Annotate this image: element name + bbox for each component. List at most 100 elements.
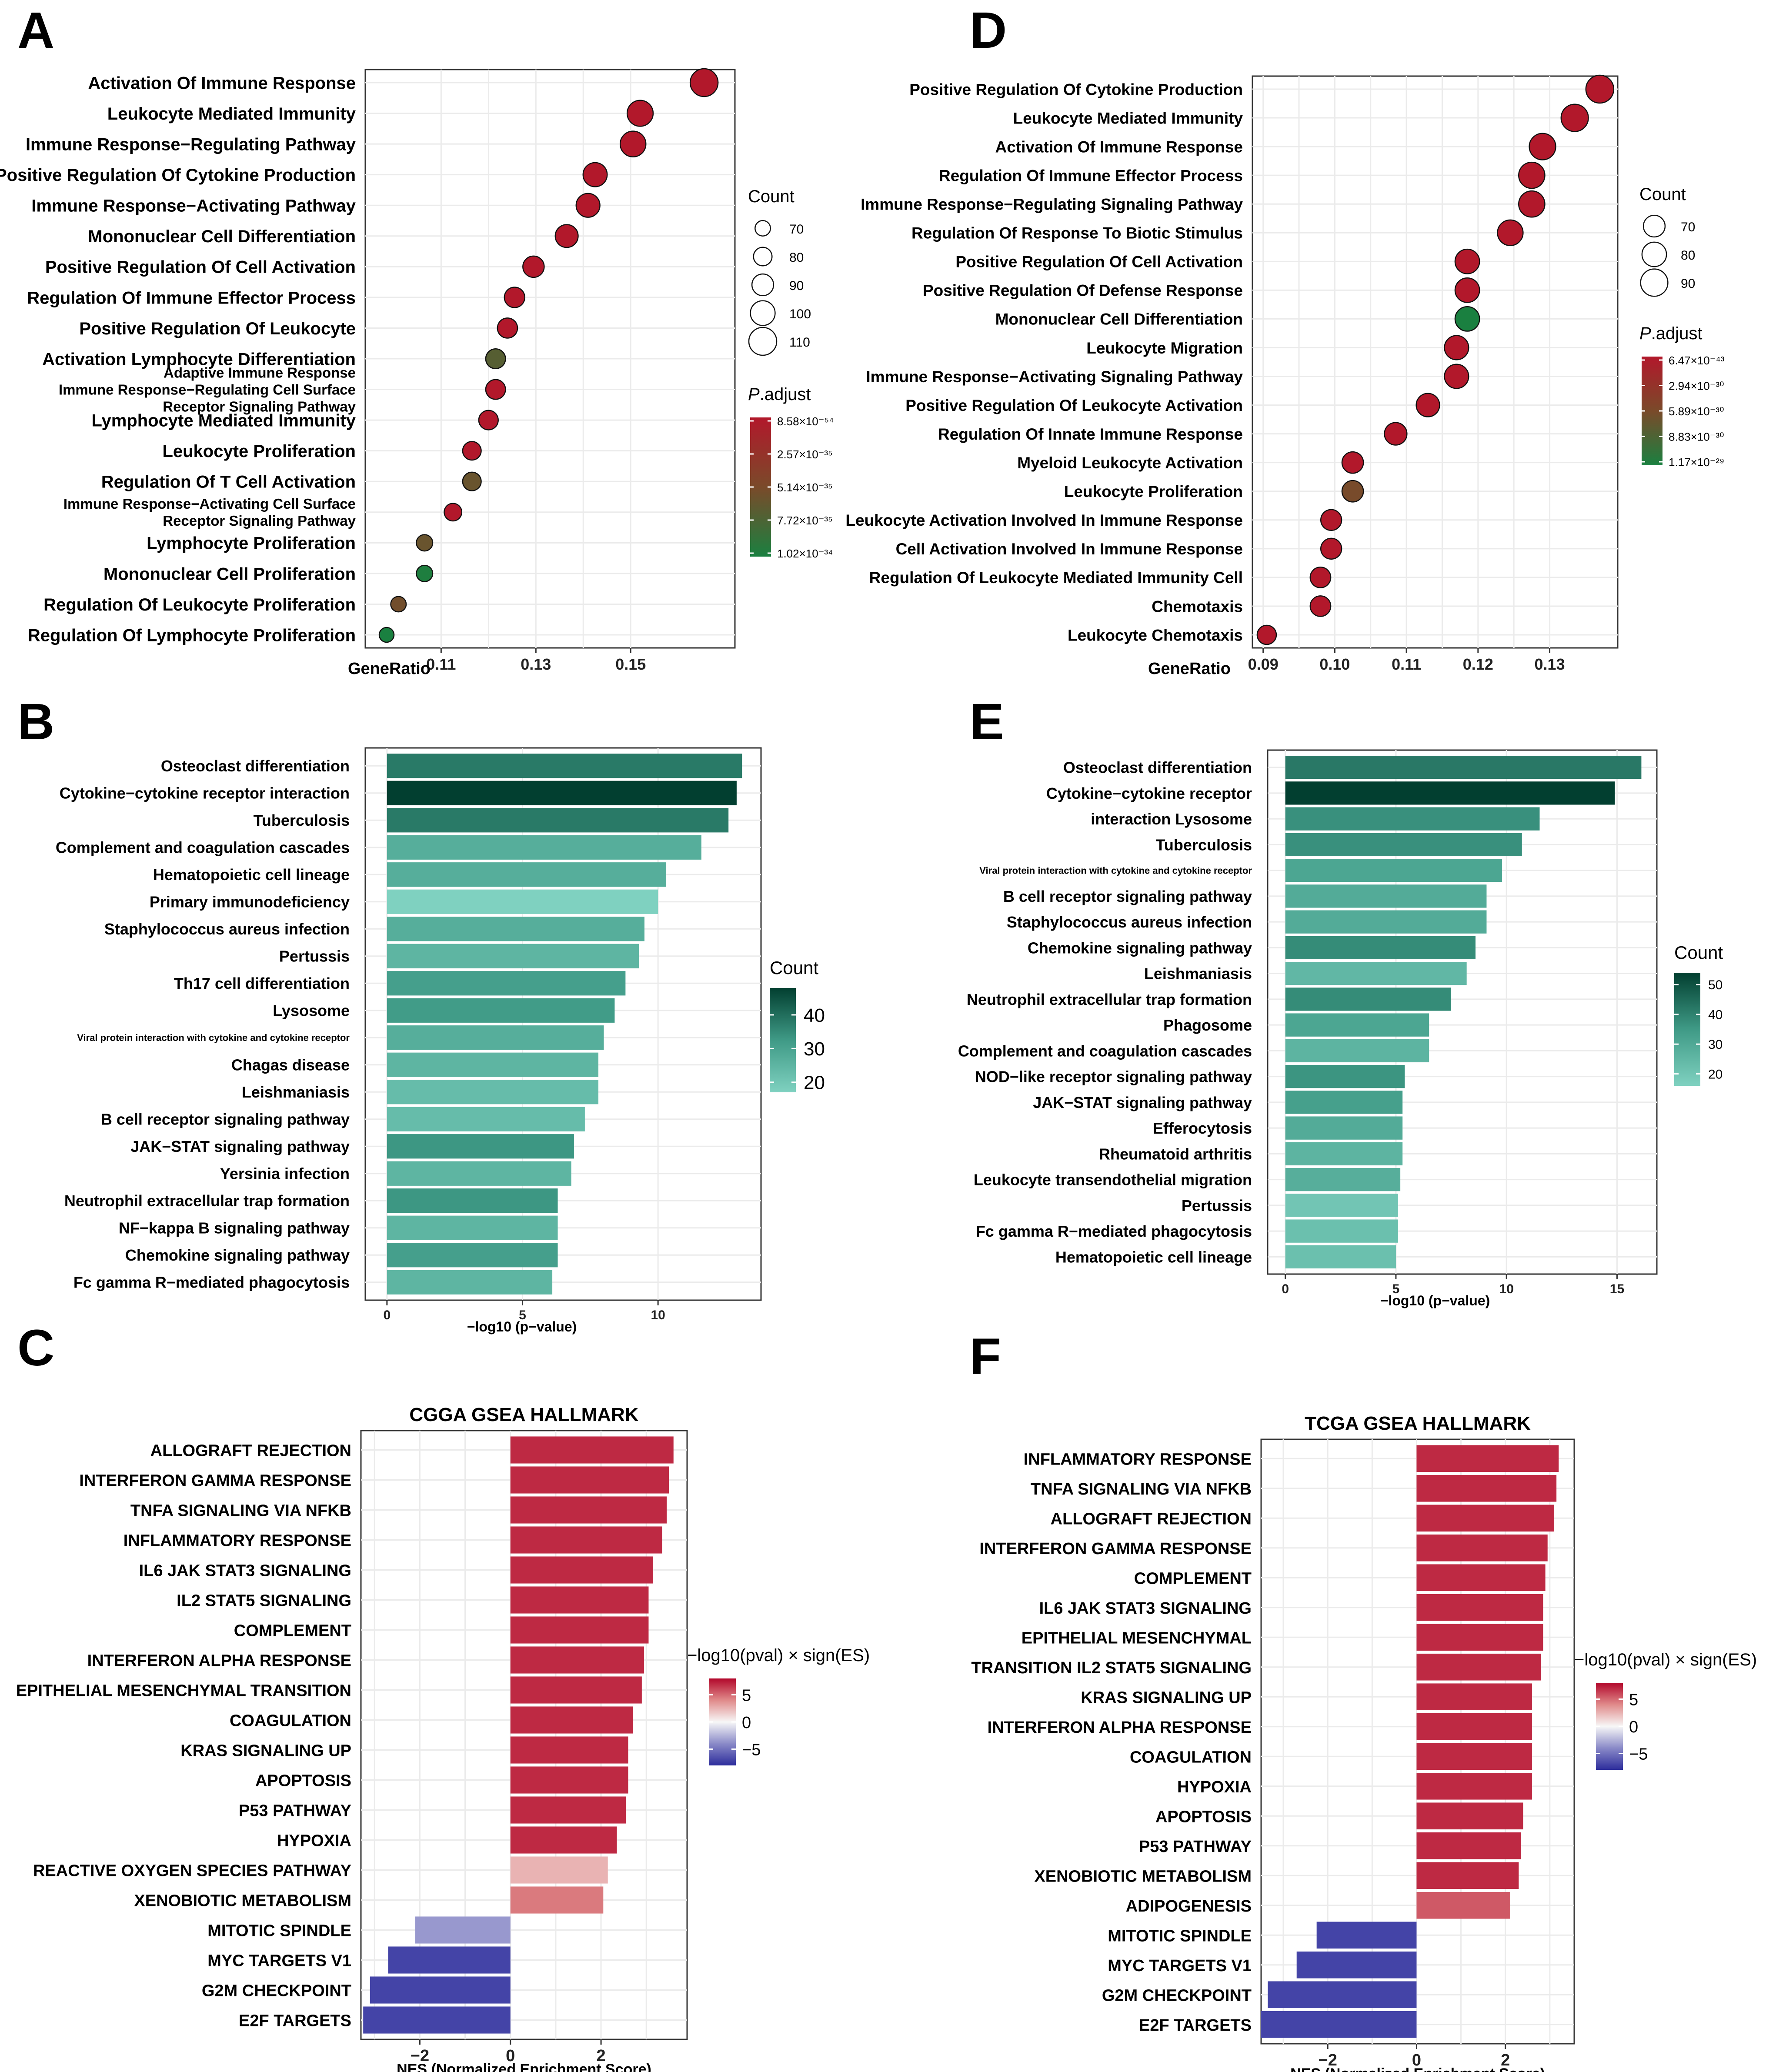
bar — [510, 1736, 628, 1764]
term-label: Activation Of Immune Response — [995, 138, 1243, 156]
bar — [387, 1188, 558, 1213]
hallmark-label: ALLOGRAFT REJECTION — [150, 1442, 351, 1460]
bar — [510, 1496, 667, 1524]
plot-panel — [1252, 75, 1619, 649]
bar — [510, 1796, 626, 1824]
data-point — [390, 596, 407, 613]
pathway-label: Fc gamma R−mediated phagocytosis — [976, 1222, 1252, 1240]
pathway-label: Chagas disease — [231, 1056, 350, 1074]
data-point — [1256, 624, 1277, 645]
data-point — [1415, 393, 1440, 417]
bar — [1416, 1594, 1543, 1621]
panel-letter-c: C — [17, 1319, 54, 1377]
bar — [387, 862, 666, 887]
data-point — [1309, 567, 1332, 588]
size-legend-key — [1642, 214, 1666, 238]
bar — [1285, 1168, 1401, 1191]
bar — [387, 1052, 599, 1077]
x-tick-label: 0.13 — [521, 655, 551, 673]
data-point — [575, 193, 601, 218]
bar — [1285, 988, 1452, 1011]
bar — [1416, 1862, 1519, 1889]
bar — [1416, 1534, 1548, 1562]
color-legend-label: 5.14×10⁻³⁵ — [777, 481, 833, 494]
panel-d-dotplot: Positive Regulation Of Cytokine Producti… — [845, 74, 1725, 678]
color-legend-label: 5 — [742, 1687, 751, 1705]
term-label: Positive Regulation Of Cytokine Producti… — [909, 80, 1243, 98]
color-legend-label: 1.17×10⁻²⁹ — [1669, 456, 1724, 469]
bar — [1285, 781, 1615, 805]
x-tick-label: 0.12 — [1463, 655, 1493, 673]
hallmark-label: TRANSITION IL2 STAT5 SIGNALING — [971, 1659, 1252, 1677]
hallmark-label: KRAS SIGNALING UP — [1081, 1688, 1252, 1707]
bar — [1285, 1064, 1405, 1088]
bar — [1285, 1245, 1396, 1269]
x-tick-label: 0.09 — [1248, 655, 1279, 673]
data-point — [1341, 451, 1364, 474]
pathway-label: Fc gamma R−mediated phagocytosis — [73, 1274, 350, 1291]
hallmark-label: E2F TARGETS — [239, 2012, 351, 2030]
term-label: Leukocyte Migration — [1086, 339, 1243, 357]
x-tick-label: −2 — [411, 2047, 429, 2065]
bar — [387, 917, 644, 941]
color-legend-label: 2.57×10⁻³⁵ — [777, 448, 833, 461]
term-label: Leukocyte Mediated Immunity — [107, 104, 356, 123]
data-point — [689, 68, 719, 97]
bar — [1316, 1922, 1417, 1949]
panel-e-barchart: Osteoclast differentiation Cytokine−cytok… — [958, 749, 1723, 1308]
size-legend-key — [751, 273, 774, 297]
x-axis-title: NES (Normalized Enrichment Score) — [397, 2061, 651, 2072]
term-label: Positive Regulation Of Leukocyte — [79, 319, 356, 338]
color-legend-bar — [770, 988, 796, 1092]
pathway-label: Hematopoietic cell lineage — [1055, 1248, 1252, 1266]
color-legend-label: 20 — [1708, 1067, 1723, 1081]
bar — [1285, 1194, 1399, 1217]
bar — [1416, 1892, 1510, 1919]
size-legend-key — [754, 220, 771, 237]
bar — [1285, 1039, 1429, 1063]
bar — [1285, 833, 1522, 857]
panel-letter-e: E — [970, 693, 1004, 751]
term-label: Leukocyte Activation Involved In Immune … — [845, 511, 1243, 529]
size-legend-key — [1641, 241, 1667, 267]
bar — [1416, 1743, 1532, 1770]
size-legend-label: 80 — [789, 250, 804, 265]
term-label: Regulation Of Innate Immune Response — [938, 425, 1243, 443]
hallmark-label: IL6 JAK STAT3 SIGNALING — [1039, 1599, 1252, 1618]
data-point — [1320, 537, 1342, 560]
hallmark-label: HYPOXIA — [1177, 1778, 1252, 1796]
term-label: Positive Regulation Of Cell Activation — [45, 258, 356, 277]
bar — [510, 1676, 642, 1704]
size-legend-title: Count — [748, 187, 795, 206]
color-legend-label: −5 — [742, 1741, 761, 1759]
x-tick-label: 15 — [1610, 1282, 1624, 1296]
data-point — [626, 100, 654, 127]
bar — [387, 1161, 571, 1186]
data-point — [522, 255, 545, 278]
panel-letter-b: B — [17, 693, 54, 751]
bar — [1416, 1505, 1555, 1532]
size-legend-label: 90 — [1681, 277, 1695, 291]
data-point — [1454, 248, 1480, 274]
color-legend-label: 20 — [804, 1072, 825, 1094]
size-legend-key — [753, 247, 773, 267]
hallmark-label: TNFA SIGNALING VIA NFKB — [1031, 1480, 1252, 1498]
bar — [510, 1556, 653, 1584]
term-label: Cell Activation Involved In Immune Respo… — [896, 540, 1243, 558]
x-tick-label: 0 — [1282, 1282, 1289, 1296]
size-legend-title: Count — [1639, 185, 1686, 204]
size-legend-label: 110 — [789, 335, 810, 350]
color-legend-bar — [709, 1678, 736, 1765]
color-legend-label: 1.02×10⁻³⁴ — [777, 547, 833, 560]
bar — [387, 1215, 558, 1240]
pathway-label: Staphylococcus aureus infection — [104, 920, 350, 938]
legend-title-italic: P — [1639, 324, 1651, 343]
bar — [387, 781, 737, 805]
term-label: Immune Response−Regulating Cell Surface — [59, 381, 356, 397]
pathway-label: Tuberculosis — [254, 811, 350, 829]
bar — [387, 971, 626, 996]
bar — [510, 1886, 604, 1914]
pathway-label: Neutrophil extracellular trap formation — [64, 1192, 350, 1210]
bar — [387, 808, 729, 833]
